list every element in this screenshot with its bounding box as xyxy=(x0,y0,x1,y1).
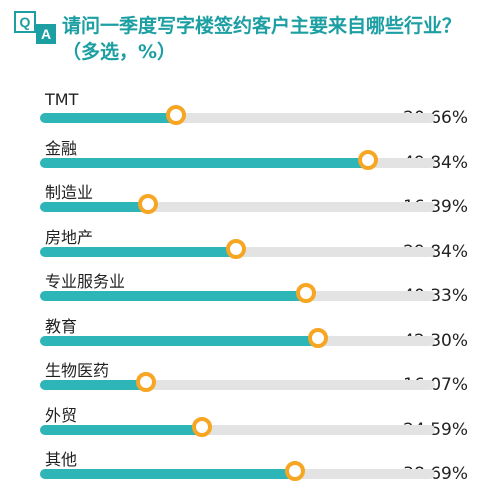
qa-q-letter: Q xyxy=(20,14,31,30)
bar-track xyxy=(40,283,435,303)
bar-track xyxy=(40,327,435,348)
qa-a-letter: A xyxy=(41,26,51,42)
category-label: 外贸 xyxy=(45,405,78,425)
category-label: 房地产 xyxy=(45,227,94,247)
bar-fill xyxy=(40,246,237,257)
bar-fill xyxy=(40,291,306,301)
bar-track xyxy=(40,105,435,125)
bar-end-marker xyxy=(284,461,305,481)
bar-fill xyxy=(40,380,146,390)
category-label: 生物医药 xyxy=(45,361,110,380)
bar-fill xyxy=(40,157,369,168)
bar-track xyxy=(40,372,435,392)
bar-fill xyxy=(40,424,202,435)
bar-end-marker xyxy=(295,283,316,303)
bar-track xyxy=(40,194,435,214)
bar-end-marker xyxy=(358,149,379,170)
qa-icon: Q A xyxy=(14,11,56,44)
chart-title: 请问一季度写字楼签约客户主要来自哪些行业？（多选，%） xyxy=(62,15,462,63)
bar-track xyxy=(40,238,435,259)
category-label: 教育 xyxy=(45,316,78,336)
bar-track xyxy=(40,416,435,437)
bar-end-marker xyxy=(166,105,186,125)
bar-end-marker xyxy=(191,416,212,437)
bar-fill xyxy=(40,335,319,346)
category-label: 制造业 xyxy=(45,183,94,202)
bar-track xyxy=(40,149,435,170)
bar-end-marker xyxy=(308,327,329,348)
bar-fill xyxy=(40,469,295,479)
category-label: 专业服务业 xyxy=(45,272,126,291)
category-label: TMT xyxy=(45,90,79,109)
bar-end-marker xyxy=(226,238,247,259)
category-label: 金融 xyxy=(45,138,78,158)
bar-track xyxy=(40,461,435,481)
bar-fill xyxy=(40,202,148,212)
bar-end-marker xyxy=(137,194,158,214)
bar-fill xyxy=(40,113,176,123)
bar-end-marker xyxy=(135,372,156,392)
category-label: 其他 xyxy=(45,450,78,469)
